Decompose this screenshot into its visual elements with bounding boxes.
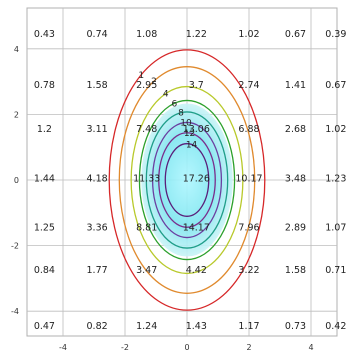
cell-value-6-0: 0.47 xyxy=(34,321,55,332)
cell-value-6-3: 1.43 xyxy=(186,321,207,332)
contour-line-1 xyxy=(108,49,266,311)
contour-line-8 xyxy=(145,111,229,249)
contour-lines xyxy=(108,49,266,311)
cell-value-3-6: 1.23 xyxy=(325,173,346,184)
cell-value-4-6: 1.07 xyxy=(325,223,346,234)
contour-line-4 xyxy=(130,85,244,275)
center-fill xyxy=(141,103,233,257)
x-tick-label-2: 0 xyxy=(184,343,189,352)
contour-label-8: 8 xyxy=(178,109,184,119)
cell-value-1-1: 1.58 xyxy=(87,80,108,91)
cell-value-3-3: 17.26 xyxy=(183,173,210,184)
cell-value-4-3: 14.17 xyxy=(183,223,210,234)
x-tick-label-3: 2 xyxy=(246,343,251,352)
cell-value-0-5: 0.67 xyxy=(285,29,306,40)
contour-label-2: 2 xyxy=(151,77,157,87)
contour-line-6 xyxy=(138,99,236,261)
cell-value-2-6: 1.02 xyxy=(325,124,346,135)
cell-value-4-2: 8.81 xyxy=(136,223,157,234)
y-tick-label-2: 0 xyxy=(14,176,19,185)
contour-label-4: 4 xyxy=(163,90,169,100)
cell-value-2-4: 6.88 xyxy=(238,124,259,135)
cell-value-2-0: 1.2 xyxy=(37,124,52,135)
cell-value-5-5: 1.58 xyxy=(285,265,306,276)
cell-value-5-0: 0.84 xyxy=(34,265,55,276)
cell-value-1-3: 3.7 xyxy=(189,80,204,91)
cell-value-4-5: 2.89 xyxy=(285,223,306,234)
contour-line-2 xyxy=(118,66,256,294)
cell-value-3-4: 10.17 xyxy=(235,173,262,184)
cell-value-1-0: 0.78 xyxy=(34,80,55,91)
cell-values: 0.43 0.74 1.08 1.22 1.02 0.67 0.390.78 1.58 2.95… xyxy=(34,29,347,332)
contour-line-10 xyxy=(151,121,223,239)
y-tick-label-0: 4 xyxy=(14,45,19,54)
cell-value-5-4: 3.22 xyxy=(238,265,259,276)
cell-value-3-5: 3.48 xyxy=(285,173,306,184)
cell-value-6-2: 1.24 xyxy=(136,321,157,332)
cell-value-0-6: 0.39 xyxy=(325,29,346,40)
cell-value-0-3: 1.22 xyxy=(186,29,207,40)
cell-value-0-0: 0.43 xyxy=(34,29,55,40)
cell-value-1-5: 1.41 xyxy=(285,80,306,91)
cell-value-6-1: 0.82 xyxy=(87,321,108,332)
x-tick-label-0: -4 xyxy=(59,343,67,352)
contour-line-12 xyxy=(158,132,216,228)
cell-value-4-0: 1.25 xyxy=(34,223,55,234)
contour-label-14: 14 xyxy=(186,140,198,150)
y-tick-label-1: 2 xyxy=(14,110,19,119)
contour-label-12: 12 xyxy=(184,129,195,139)
cell-value-2-2: 7.48 xyxy=(136,124,157,135)
cell-value-0-4: 1.02 xyxy=(238,29,259,40)
y-tick-label-3: -2 xyxy=(11,242,19,251)
cell-value-5-6: 0.71 xyxy=(325,265,346,276)
cell-value-5-3: 4.42 xyxy=(186,265,207,276)
cell-value-2-1: 3.11 xyxy=(87,124,108,135)
cell-value-1-2: 2.95 xyxy=(136,80,157,91)
x-tick-label-4: 4 xyxy=(308,343,313,352)
cell-value-3-2: 11.33 xyxy=(133,173,160,184)
cell-value-3-1: 4.18 xyxy=(87,173,108,184)
cell-value-2-3: 13.06 xyxy=(183,124,210,135)
cell-value-6-4: 1.17 xyxy=(238,321,259,332)
contour-label-1: 1 xyxy=(138,71,144,81)
cell-value-1-6: 0.67 xyxy=(325,80,346,91)
cell-value-0-1: 0.74 xyxy=(87,29,108,40)
cell-value-6-6: 0.42 xyxy=(325,321,346,332)
contour-label-6: 6 xyxy=(171,99,177,109)
x-tick-label-1: -2 xyxy=(121,343,129,352)
cell-value-5-1: 1.77 xyxy=(87,265,108,276)
cell-value-4-4: 7.96 xyxy=(238,223,259,234)
center-fill-region xyxy=(141,103,233,257)
contour-line-14 xyxy=(164,143,210,217)
y-tick-label-4: -4 xyxy=(11,307,19,316)
cell-value-4-1: 3.36 xyxy=(87,223,108,234)
cell-value-3-0: 1.44 xyxy=(34,173,55,184)
cell-value-2-5: 2.68 xyxy=(285,124,306,135)
cell-value-1-4: 2.74 xyxy=(238,80,259,91)
cell-value-5-2: 3.47 xyxy=(136,265,157,276)
cell-value-6-5: 0.73 xyxy=(285,321,306,332)
contour-label-10: 10 xyxy=(180,118,192,128)
cell-value-0-2: 1.08 xyxy=(136,29,157,40)
